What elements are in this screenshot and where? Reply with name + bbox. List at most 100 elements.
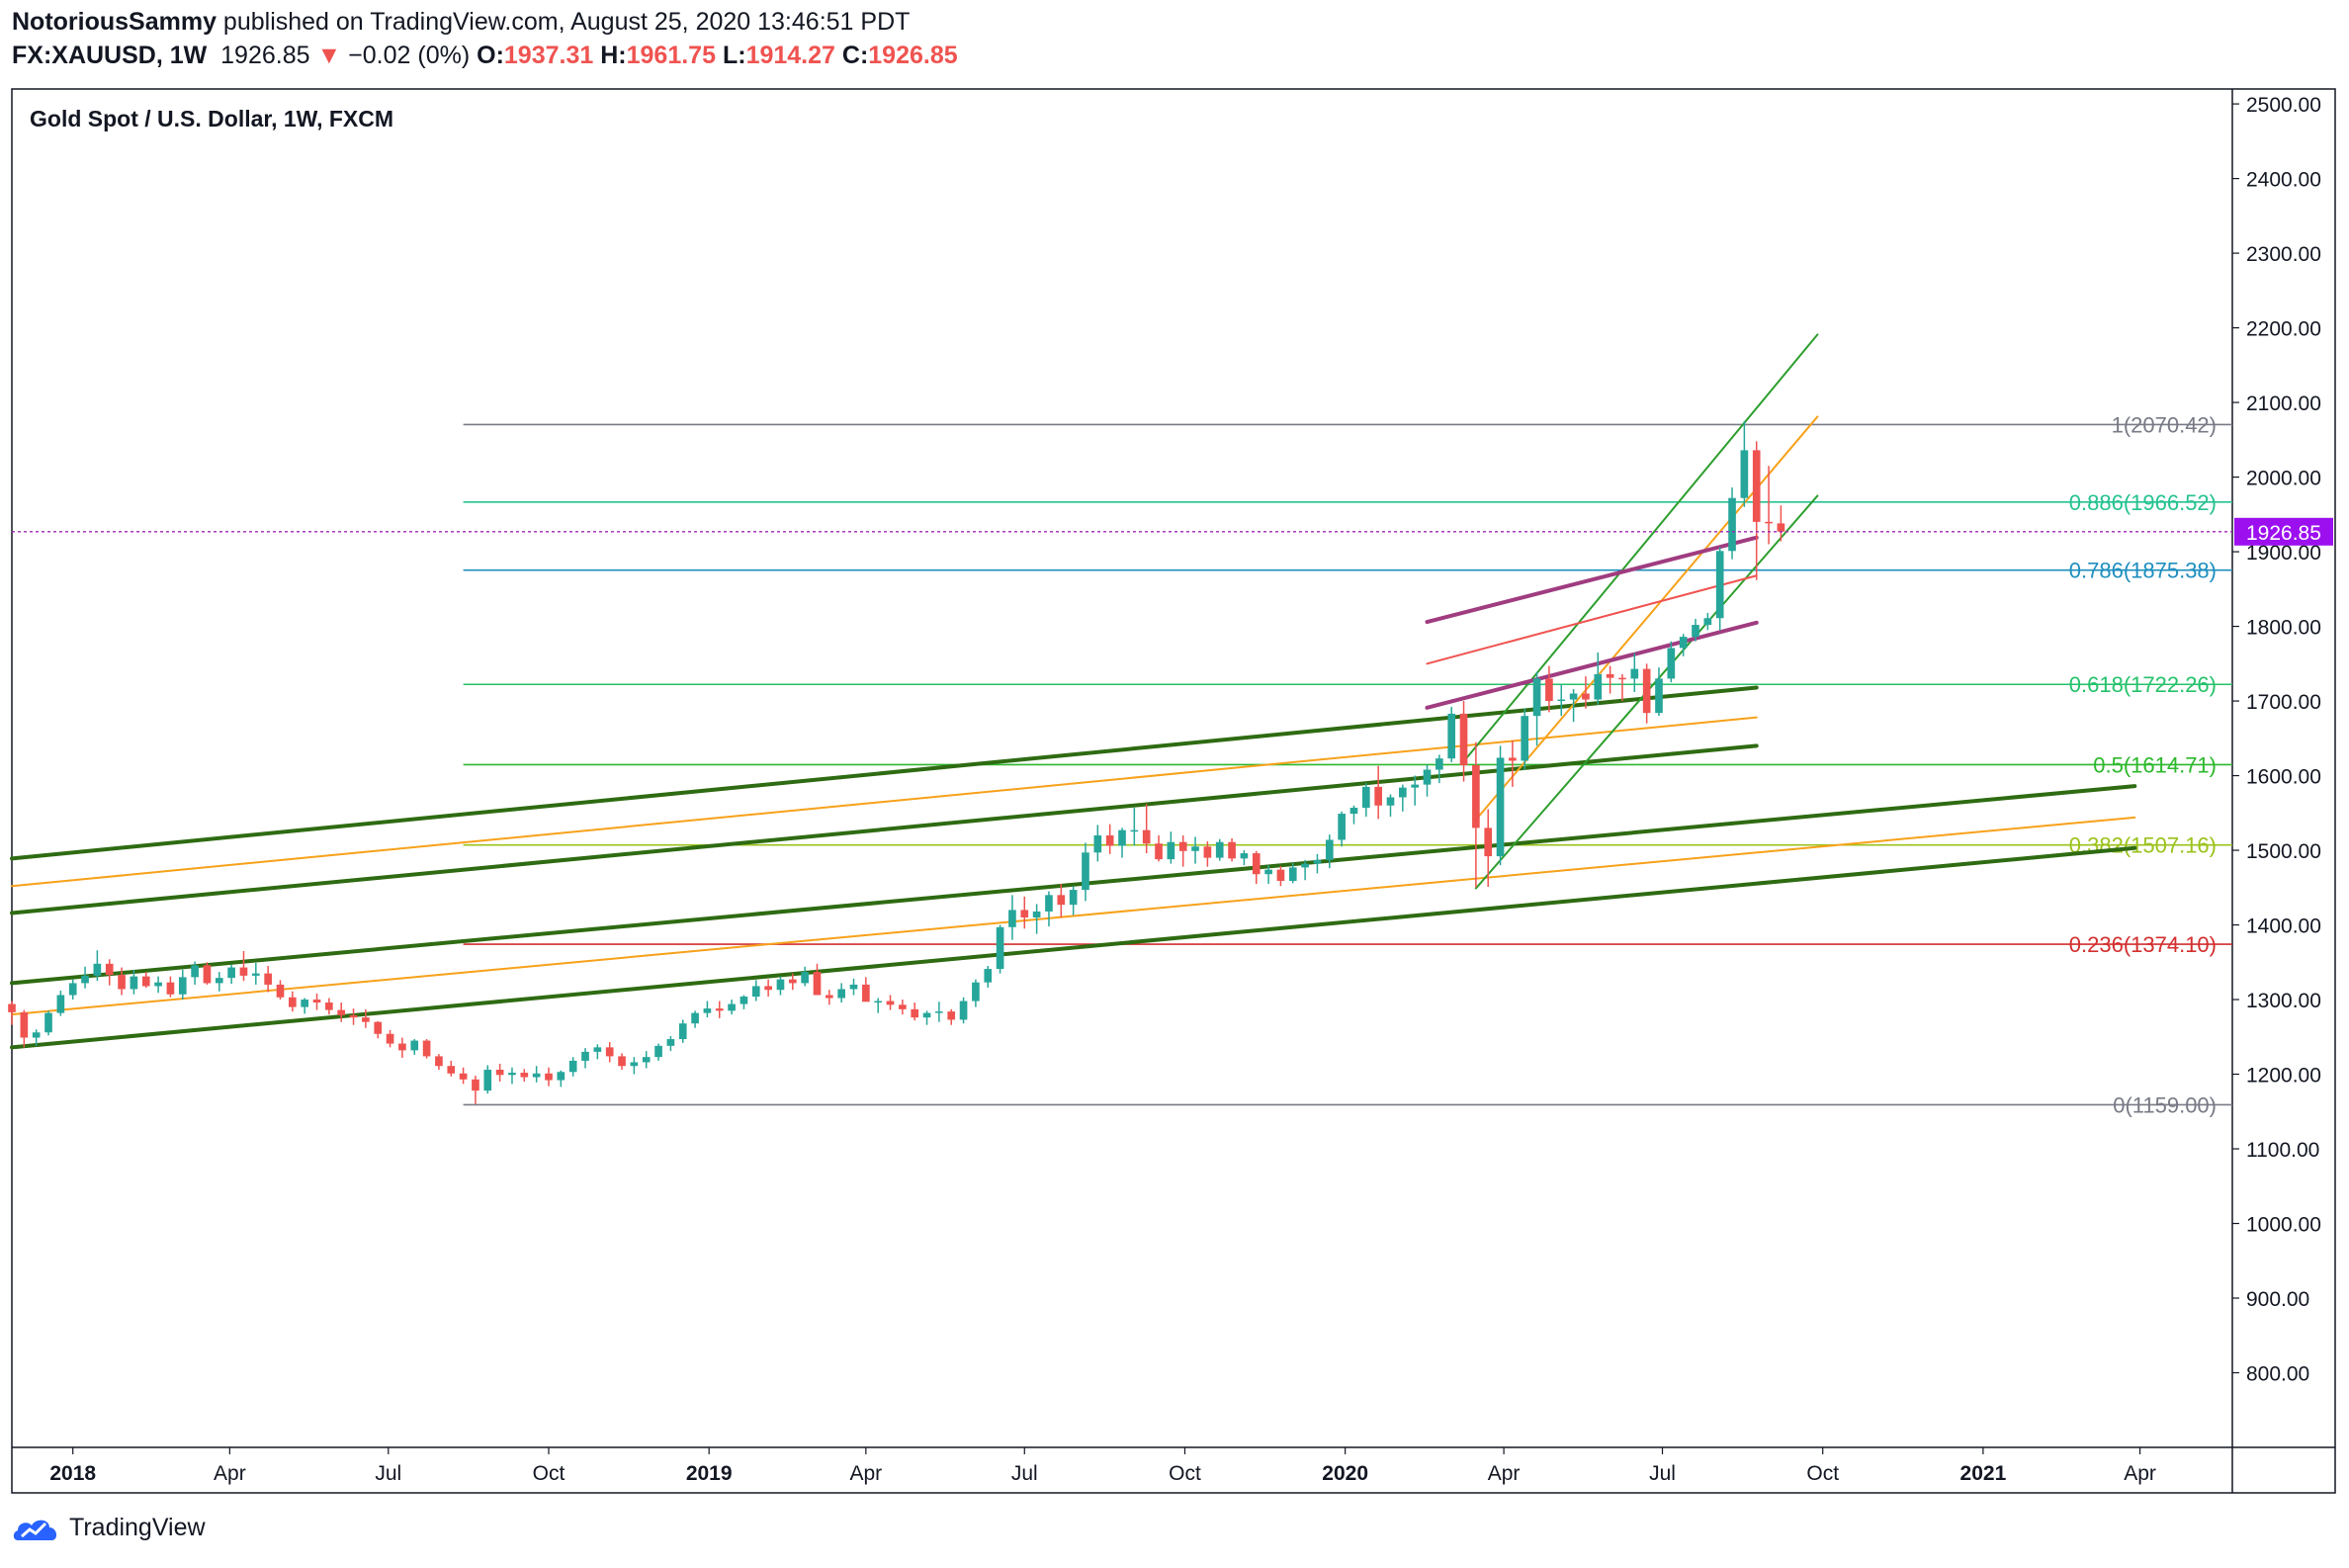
candle[interactable] [630, 1057, 639, 1075]
candle[interactable] [1703, 612, 1712, 631]
candle[interactable] [1155, 834, 1163, 862]
candle[interactable] [325, 998, 333, 1015]
last-price-tag[interactable] [2234, 517, 2333, 546]
candle[interactable] [1069, 886, 1078, 915]
candle[interactable] [56, 990, 65, 1016]
candle[interactable] [81, 966, 89, 989]
candle[interactable] [1288, 862, 1297, 884]
candle[interactable] [1361, 783, 1370, 818]
candle[interactable] [801, 966, 809, 987]
candle[interactable] [545, 1067, 553, 1087]
candle[interactable] [1459, 701, 1468, 782]
candle[interactable] [1228, 837, 1236, 862]
candle[interactable] [1130, 808, 1139, 846]
candle[interactable] [899, 1000, 907, 1015]
candle[interactable] [813, 963, 822, 996]
candle[interactable] [1436, 754, 1443, 784]
candle[interactable] [1484, 809, 1493, 888]
candle[interactable] [1423, 764, 1432, 797]
candle[interactable] [886, 995, 895, 1010]
candle[interactable] [289, 991, 297, 1012]
candle[interactable] [1313, 853, 1322, 874]
candle[interactable] [849, 978, 858, 996]
candle[interactable] [862, 977, 870, 1002]
candle[interactable] [935, 1002, 943, 1022]
candle[interactable] [1252, 850, 1261, 885]
candle[interactable] [1630, 653, 1639, 692]
candle[interactable] [568, 1057, 577, 1077]
candle[interactable] [435, 1054, 443, 1070]
candle[interactable] [410, 1039, 419, 1055]
candle[interactable] [1569, 688, 1578, 723]
candle[interactable] [1374, 765, 1382, 820]
trendline[interactable] [10, 685, 1759, 861]
candle[interactable] [1447, 707, 1456, 762]
candle[interactable] [349, 1008, 358, 1025]
trendline[interactable] [1425, 535, 1759, 625]
candle[interactable] [581, 1048, 589, 1069]
candle[interactable] [728, 1000, 736, 1015]
candle[interactable] [68, 979, 77, 1001]
candle[interactable] [1692, 619, 1699, 642]
candle[interactable] [1045, 891, 1053, 927]
candle[interactable] [764, 979, 772, 998]
author-name[interactable]: NotoriousSammy [12, 8, 217, 36]
trendline[interactable] [10, 845, 2137, 1050]
candle[interactable] [44, 1010, 52, 1036]
candle[interactable] [227, 964, 235, 985]
candle[interactable] [703, 1001, 712, 1018]
candle[interactable] [337, 1002, 346, 1022]
candle[interactable] [386, 1029, 394, 1048]
candle[interactable] [1740, 420, 1749, 507]
candle[interactable] [1557, 684, 1566, 717]
candle[interactable] [825, 990, 833, 1005]
candle[interactable] [1606, 665, 1614, 694]
candle[interactable] [191, 961, 199, 985]
candle[interactable] [1349, 805, 1358, 825]
candle[interactable] [1082, 842, 1089, 902]
candle[interactable] [1167, 831, 1175, 864]
candle[interactable] [93, 950, 102, 982]
candle[interactable] [1545, 665, 1553, 713]
candle[interactable] [447, 1060, 456, 1077]
trendline[interactable] [11, 716, 1758, 888]
candle[interactable] [593, 1044, 602, 1060]
candle[interactable] [483, 1065, 492, 1094]
candle[interactable] [130, 969, 138, 995]
candle[interactable] [1386, 794, 1395, 818]
candle[interactable] [374, 1020, 383, 1039]
trendlines[interactable] [10, 333, 2137, 1050]
candle[interactable] [1215, 838, 1224, 861]
candle[interactable] [1032, 904, 1041, 934]
candle[interactable] [276, 980, 285, 1001]
candle[interactable] [508, 1067, 516, 1085]
candle[interactable] [1582, 676, 1590, 709]
candle[interactable] [1264, 865, 1272, 885]
candle[interactable] [1655, 667, 1663, 717]
candle[interactable] [837, 983, 845, 1003]
trendline[interactable] [11, 816, 2136, 1016]
candle[interactable] [740, 995, 748, 1009]
candle[interactable] [1203, 840, 1212, 867]
candle[interactable] [1142, 804, 1151, 854]
trendline[interactable] [1425, 620, 1759, 710]
candle[interactable] [1178, 834, 1187, 867]
fib-retracement[interactable]: 1(2070.42) 0.886(1966.52) 0.786(1875.38) 0.… [463, 412, 2232, 1117]
candle[interactable] [1105, 824, 1114, 854]
candle[interactable] [141, 972, 150, 988]
candle[interactable] [215, 972, 223, 992]
candle[interactable] [1594, 652, 1603, 705]
candle[interactable] [362, 1008, 370, 1028]
candle[interactable] [911, 1002, 919, 1021]
candle[interactable] [654, 1043, 662, 1061]
trendline[interactable] [1426, 574, 1758, 665]
candle[interactable] [178, 969, 187, 1001]
candle[interactable] [1642, 663, 1651, 724]
trendline[interactable] [10, 743, 1759, 915]
candle[interactable] [105, 959, 114, 986]
candle[interactable] [1191, 836, 1199, 864]
candle[interactable] [557, 1070, 566, 1088]
candle[interactable] [422, 1039, 431, 1059]
candle[interactable] [1715, 547, 1724, 631]
candle[interactable] [1008, 895, 1016, 940]
